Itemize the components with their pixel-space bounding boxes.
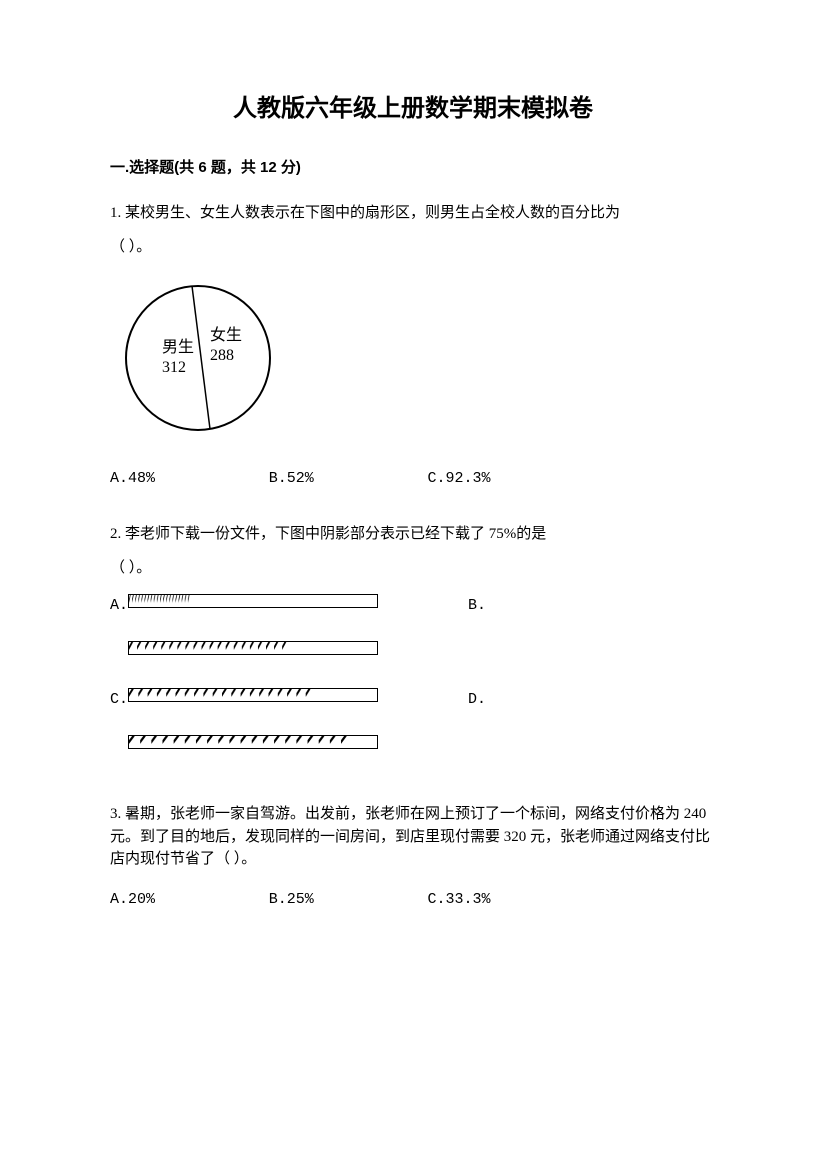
q2-number: 2. xyxy=(110,526,121,542)
q2-row-d-bar xyxy=(110,734,716,775)
section-header: 一.选择题(共 6 题，共 12 分) xyxy=(110,156,716,180)
q2-bar-a xyxy=(128,594,378,608)
q3-option-b: B.25% xyxy=(269,888,424,912)
q2-fill-b xyxy=(129,642,290,654)
pie-value-female: 288 xyxy=(210,347,234,364)
q2-letter-d: D. xyxy=(468,687,488,712)
q2-letter-b: B. xyxy=(468,593,488,618)
pie-label-male: 男生 xyxy=(162,338,194,356)
q1-blank: （ ）。 xyxy=(110,232,716,262)
q2-text: 2. 李老师下载一份文件，下图中阴影部分表示已经下载了 75%的是 xyxy=(110,519,716,549)
q1-pie-chart: 男生 312 女生 288 xyxy=(120,280,716,448)
q2-row-ab: A. B. xyxy=(110,593,716,634)
pie-value-male: 312 xyxy=(162,359,186,376)
pie-circle xyxy=(126,286,270,430)
q1-body: 某校男生、女生人数表示在下图中的扇形区，则男生占全校人数的百分比为 xyxy=(125,205,620,221)
q2-row-b-bar xyxy=(110,640,716,681)
q1-option-c: C.92.3% xyxy=(428,467,583,491)
q1-option-b: B.52% xyxy=(269,467,424,491)
q1-options: A.48% B.52% C.92.3% xyxy=(110,466,716,491)
pie-label-female: 女生 xyxy=(210,325,242,344)
q2-bar-d xyxy=(128,735,378,749)
page-title: 人教版六年级上册数学期末模拟卷 xyxy=(110,90,716,128)
q2-letter-c: C. xyxy=(110,687,128,712)
q3-number: 3. xyxy=(110,806,121,822)
q2-options: A. B. xyxy=(110,593,716,775)
q1-option-a: A.48% xyxy=(110,467,265,491)
q2-letter-a: A. xyxy=(110,593,128,618)
q3-option-a: A.20% xyxy=(110,888,265,912)
q3-option-c: C.33.3% xyxy=(428,888,583,912)
question-1: 1. 某校男生、女生人数表示在下图中的扇形区，则男生占全校人数的百分比为 （ ）… xyxy=(110,198,716,491)
q2-bar-c xyxy=(128,688,378,702)
q2-fill-c xyxy=(129,689,315,701)
q2-fill-a xyxy=(129,595,191,607)
q2-bar-b xyxy=(128,641,378,655)
q1-number: 1. xyxy=(110,205,121,221)
q2-fill-d xyxy=(129,736,352,748)
pie-svg: 男生 312 女生 288 xyxy=(120,280,280,440)
q3-body: 暑期，张老师一家自驾游。出发前，张老师在网上预订了一个标间，网络支付价格为 24… xyxy=(110,806,710,867)
q2-body: 李老师下载一份文件，下图中阴影部分表示已经下载了 75%的是 xyxy=(125,526,546,542)
q1-text: 1. 某校男生、女生人数表示在下图中的扇形区，则男生占全校人数的百分比为 xyxy=(110,198,716,228)
q2-blank: （ ）。 xyxy=(110,553,716,583)
q3-options: A.20% B.25% C.33.3% xyxy=(110,887,716,912)
q2-row-cd: C. D. xyxy=(110,687,716,728)
question-3: 3. 暑期，张老师一家自驾游。出发前，张老师在网上预订了一个标间，网络支付价格为… xyxy=(110,803,716,912)
q3-text: 3. 暑期，张老师一家自驾游。出发前，张老师在网上预订了一个标间，网络支付价格为… xyxy=(110,803,716,871)
question-2: 2. 李老师下载一份文件，下图中阴影部分表示已经下载了 75%的是 （ ）。 A… xyxy=(110,519,716,775)
